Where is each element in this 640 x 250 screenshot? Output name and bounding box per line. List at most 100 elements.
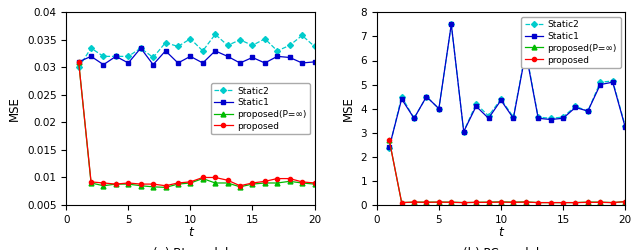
- Static1: [87, 55, 95, 58]
- Static2: [236, 38, 244, 41]
- proposed: [211, 176, 219, 179]
- Static1: [559, 117, 567, 120]
- proposed(P=∞): [398, 201, 406, 204]
- Text: (a) BL model: (a) BL model: [153, 248, 228, 250]
- Static1: [547, 118, 554, 121]
- Static1: [410, 117, 418, 120]
- Static1: [584, 110, 592, 112]
- proposed: [621, 200, 629, 203]
- proposed: [559, 201, 567, 204]
- proposed: [273, 177, 281, 180]
- proposed(P=∞): [522, 200, 530, 203]
- Static1: [124, 62, 132, 64]
- Static2: [149, 56, 157, 59]
- Static1: [248, 56, 256, 59]
- Static1: [137, 46, 145, 50]
- Line: proposed: proposed: [77, 60, 317, 188]
- Static1: [609, 81, 616, 84]
- Static2: [559, 116, 567, 118]
- proposed(P=∞): [572, 201, 579, 204]
- proposed: [522, 200, 530, 203]
- proposed: [472, 201, 480, 204]
- proposed: [87, 180, 95, 184]
- Static2: [547, 117, 554, 120]
- Y-axis label: MSE: MSE: [342, 96, 355, 121]
- Static1: [572, 106, 579, 109]
- Static2: [609, 80, 616, 82]
- proposed(P=∞): [310, 182, 318, 186]
- proposed(P=∞): [236, 185, 244, 188]
- proposed: [572, 201, 579, 204]
- proposed: [509, 201, 517, 204]
- proposed: [596, 201, 604, 204]
- proposed: [484, 201, 492, 204]
- proposed(P=∞): [199, 177, 207, 180]
- Static2: [460, 130, 468, 133]
- Static1: [100, 63, 108, 66]
- proposed: [149, 182, 157, 186]
- proposed: [497, 200, 505, 203]
- Static2: [75, 66, 83, 69]
- Static1: [472, 105, 480, 108]
- proposed: [584, 201, 592, 204]
- proposed: [609, 201, 616, 204]
- Static1: [509, 117, 517, 120]
- proposed(P=∞): [211, 182, 219, 184]
- Static1: [385, 146, 393, 149]
- proposed: [385, 138, 393, 141]
- Static1: [534, 117, 542, 120]
- proposed(P=∞): [484, 200, 492, 203]
- proposed(P=∞): [547, 201, 554, 204]
- proposed: [286, 177, 294, 180]
- proposed: [236, 184, 244, 187]
- Static2: [497, 98, 505, 100]
- Line: proposed(P=∞): proposed(P=∞): [76, 60, 317, 190]
- Static2: [435, 107, 443, 110]
- proposed: [174, 182, 182, 184]
- proposed: [248, 182, 256, 184]
- proposed(P=∞): [149, 185, 157, 188]
- Text: (b) PC model: (b) PC model: [463, 248, 539, 250]
- Static2: [472, 102, 480, 105]
- proposed(P=∞): [422, 200, 430, 203]
- proposed: [534, 201, 542, 204]
- Static2: [398, 95, 406, 98]
- proposed: [224, 179, 232, 182]
- Static1: [162, 49, 170, 52]
- proposed(P=∞): [100, 184, 108, 187]
- Static1: [211, 49, 219, 52]
- Static1: [149, 63, 157, 66]
- proposed(P=∞): [137, 184, 145, 187]
- Static1: [460, 130, 468, 133]
- Static2: [422, 95, 430, 98]
- proposed(P=∞): [410, 200, 418, 203]
- Line: Static2: Static2: [387, 22, 627, 150]
- Static2: [100, 55, 108, 58]
- proposed(P=∞): [261, 182, 269, 184]
- Line: Static2: Static2: [77, 32, 317, 70]
- proposed(P=∞): [584, 200, 592, 203]
- proposed: [261, 180, 269, 183]
- proposed: [422, 201, 430, 204]
- Static1: [497, 99, 505, 102]
- Static2: [385, 147, 393, 150]
- Static2: [248, 44, 256, 47]
- Static1: [435, 107, 443, 110]
- Static1: [261, 62, 269, 64]
- Line: Static1: Static1: [77, 46, 317, 67]
- Static2: [286, 44, 294, 47]
- Static2: [261, 37, 269, 40]
- Static2: [447, 23, 455, 26]
- Legend: Static2, Static1, proposed(P=∞), proposed: Static2, Static1, proposed(P=∞), propose…: [522, 17, 621, 68]
- Static2: [273, 49, 281, 52]
- Static2: [87, 46, 95, 50]
- proposed: [100, 182, 108, 184]
- Static2: [112, 55, 120, 58]
- Static1: [484, 117, 492, 120]
- Static2: [174, 45, 182, 48]
- proposed: [124, 182, 132, 184]
- proposed(P=∞): [298, 182, 306, 184]
- proposed(P=∞): [559, 201, 567, 204]
- proposed(P=∞): [174, 182, 182, 186]
- Static1: [224, 55, 232, 58]
